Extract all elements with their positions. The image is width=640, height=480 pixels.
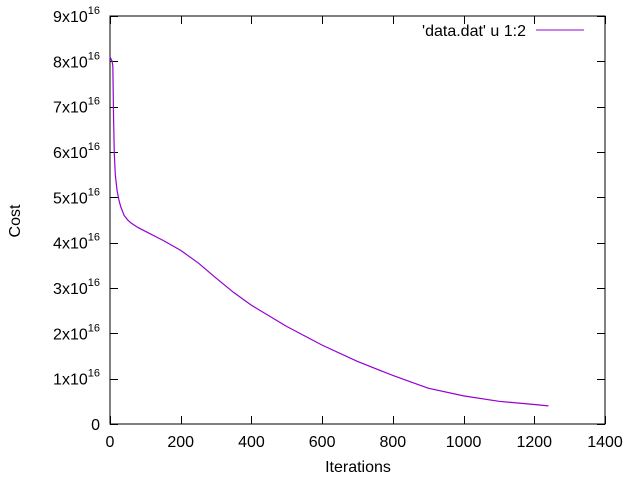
- y-axis-ticks: 0 1x1016 2x1016 3x1016 4x1016 5x1016 6x1016 7x1…: [53, 5, 605, 434]
- y-tick-label: 5x1016: [53, 186, 100, 207]
- y-tick-label: 4x1016: [53, 232, 100, 253]
- y-tick-label: 9x1016: [53, 5, 100, 26]
- x-tick-label: 600: [309, 434, 336, 451]
- x-tick-label: 1200: [516, 434, 552, 451]
- y-tick-label: 6x1016: [53, 141, 100, 162]
- plot-border: [109, 15, 606, 425]
- x-tick-label: 800: [380, 434, 407, 451]
- y-tick-label: 3x1016: [53, 277, 100, 298]
- y-tick-label: 2x1016: [53, 322, 100, 343]
- series-line: [109, 56, 549, 407]
- x-axis-label: Iterations: [325, 459, 391, 476]
- x-tick-label: 0: [106, 434, 115, 451]
- legend-label: 'data.dat' u 1:2: [422, 23, 526, 40]
- x-tick-label: 200: [167, 434, 194, 451]
- series-group: [109, 56, 549, 407]
- plot-frame: [109, 15, 606, 425]
- legend: 'data.dat' u 1:2: [422, 23, 584, 40]
- y-tick-label: 8x1016: [53, 50, 100, 71]
- y-axis-label: Cost: [7, 204, 24, 237]
- x-tick-label: 400: [238, 434, 265, 451]
- x-tick-label: 1400: [587, 434, 623, 451]
- y-tick-label: 7x1016: [53, 96, 100, 117]
- y-tick-label: 0: [91, 417, 100, 434]
- x-axis-ticks: 0 200 400 600 800 1000 1200 1400: [106, 16, 623, 451]
- y-tick-label: 1x1016: [53, 368, 100, 389]
- x-tick-label: 1000: [446, 434, 482, 451]
